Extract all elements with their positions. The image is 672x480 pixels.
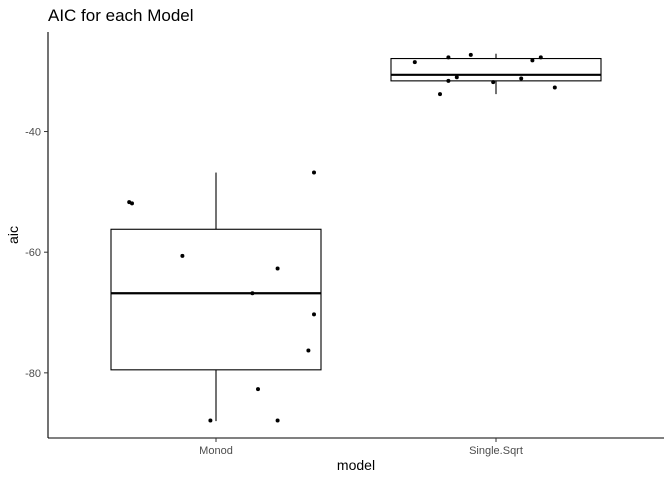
data-point	[468, 52, 473, 57]
data-point	[446, 78, 451, 83]
data-point	[275, 418, 280, 423]
box-monod	[110, 228, 322, 371]
y-tick-label: -60	[25, 247, 41, 259]
data-point	[312, 170, 316, 175]
x-tick-label: Single.Sqrt	[469, 445, 523, 457]
data-point	[306, 348, 311, 353]
y-axis-title: aic	[5, 226, 21, 244]
y-tick-label: -80	[25, 368, 41, 380]
data-point	[412, 60, 417, 65]
data-point	[275, 266, 280, 271]
x-tick-label: Monod	[199, 445, 233, 457]
data-point	[491, 80, 496, 85]
x-axis-title: model	[337, 457, 375, 473]
data-point	[438, 92, 442, 97]
data-point	[538, 55, 543, 60]
data-point	[454, 75, 459, 80]
data-point	[180, 253, 185, 258]
axis-ticks: -40 -60 -80 Monod Single.Sqrt	[25, 127, 523, 457]
data-point	[208, 418, 213, 423]
chart-title: AIC for each Model	[48, 6, 194, 25]
data-point	[552, 85, 557, 90]
data-point	[130, 201, 134, 206]
y-tick-label: -40	[25, 127, 41, 139]
data-point	[530, 58, 535, 63]
plot-area	[110, 52, 602, 423]
data-point	[312, 312, 316, 317]
data-point	[256, 387, 260, 392]
data-point	[519, 76, 524, 81]
data-point	[250, 291, 255, 296]
data-point	[446, 55, 451, 60]
box-single-sqrt	[390, 57, 602, 82]
